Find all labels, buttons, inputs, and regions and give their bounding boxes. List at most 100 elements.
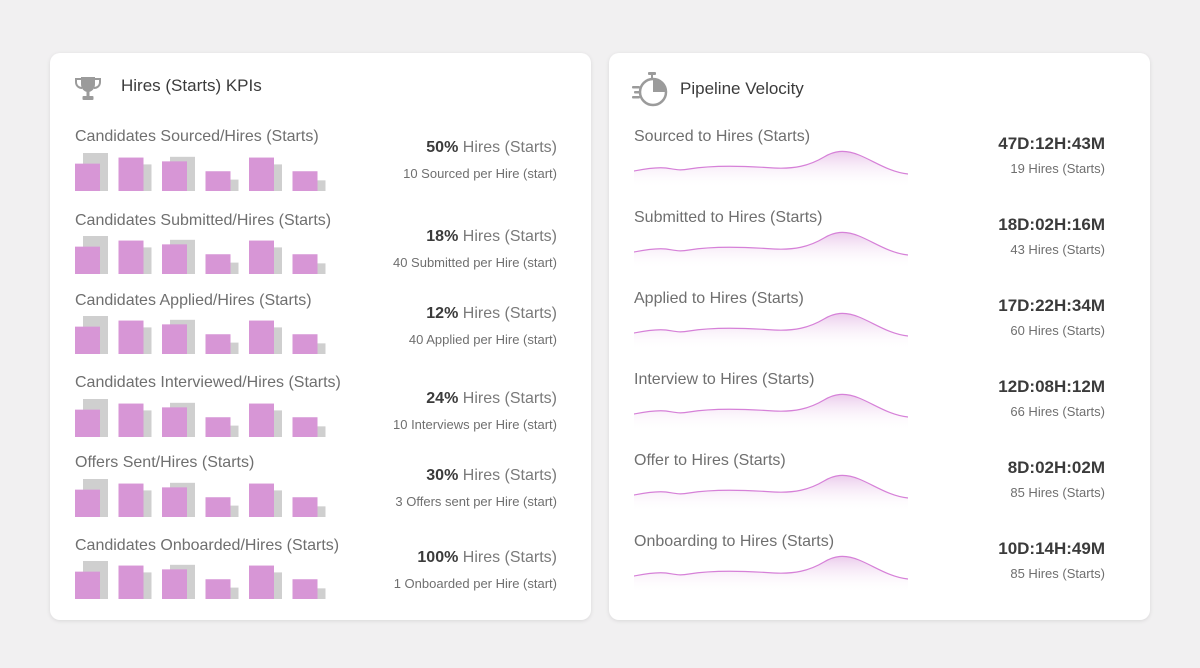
sparkline-area xyxy=(634,475,908,512)
kpi-row-sub: 10 Sourced per Hire (start) xyxy=(403,166,557,181)
kpi-bar xyxy=(205,497,231,517)
sparkline-area xyxy=(634,232,908,269)
kpi-bar-chart xyxy=(75,316,326,354)
kpi-bar xyxy=(292,497,318,517)
kpi-unit: Hires (Starts) xyxy=(462,228,557,245)
kpi-bar xyxy=(118,403,144,437)
kpi-bar xyxy=(292,334,318,354)
velocity-sparkline xyxy=(634,150,908,188)
sparkline-line xyxy=(634,231,908,256)
velocity-row-label: Submitted to Hires (Starts) xyxy=(634,209,823,226)
velocity-sparkline xyxy=(634,231,908,269)
kpi-bar xyxy=(292,171,318,191)
velocity-row-label: Onboarding to Hires (Starts) xyxy=(634,533,835,550)
kpi-row-label: Offers Sent/Hires (Starts) xyxy=(75,454,255,471)
sparkline-line xyxy=(634,555,908,580)
kpi-row-value: 100% Hires (Starts) xyxy=(417,549,557,567)
kpi-bar xyxy=(162,487,187,517)
kpi-bar xyxy=(162,569,187,599)
kpi-bar xyxy=(75,409,100,437)
kpi-row-sub: 40 Submitted per Hire (start) xyxy=(392,255,557,270)
kpi-bar xyxy=(249,157,274,191)
kpi-bar xyxy=(249,403,274,437)
kpi-bar xyxy=(292,417,318,437)
kpi-row-sub: 3 Offers sent per Hire (start) xyxy=(395,494,557,509)
sparkline-line xyxy=(634,150,908,175)
kpi-bar xyxy=(292,579,318,599)
kpi-row-sub: 1 Onboarded per Hire (start) xyxy=(393,576,557,591)
velocity-row-label: Sourced to Hires (Starts) xyxy=(634,128,811,145)
kpi-row-sub: 10 Interviews per Hire (start) xyxy=(393,417,557,432)
kpi-unit: Hires (Starts) xyxy=(462,467,557,484)
velocity-row-sub: 85 Hires (Starts) xyxy=(1010,485,1105,500)
kpi-row-label: Candidates Applied/Hires (Starts) xyxy=(75,292,312,309)
kpi-row-value: 18% Hires (Starts) xyxy=(426,228,557,246)
kpi-bar xyxy=(75,163,100,191)
kpi-bar-chart xyxy=(75,479,326,517)
velocity-row-value: 17D:22H:34M xyxy=(998,296,1105,315)
kpi-bar xyxy=(249,483,274,517)
kpi-bar xyxy=(205,171,231,191)
kpi-unit: Hires (Starts) xyxy=(462,305,557,322)
kpi-row-value: 50% Hires (Starts) xyxy=(426,139,557,157)
kpi-percent: 24% xyxy=(426,390,459,407)
velocity-row-sub: 66 Hires (Starts) xyxy=(1010,404,1105,419)
velocity-row-value: 10D:14H:49M xyxy=(998,539,1105,558)
velocity-row-sub: 43 Hires (Starts) xyxy=(1010,242,1105,257)
kpi-bar xyxy=(205,334,231,354)
kpi-percent: 30% xyxy=(426,467,459,484)
velocity-sparkline xyxy=(634,555,908,593)
velocity-row-label: Applied to Hires (Starts) xyxy=(634,290,804,307)
kpi-row-label: Candidates Sourced/Hires (Starts) xyxy=(75,128,319,145)
kpi-bar xyxy=(75,571,100,599)
sparkline-line xyxy=(634,474,908,499)
trophy-icon xyxy=(74,74,102,107)
sparkline-line xyxy=(634,312,908,337)
stopwatch-icon xyxy=(631,71,671,114)
kpi-row-label: Candidates Interviewed/Hires (Starts) xyxy=(75,374,341,391)
kpi-bar xyxy=(118,320,144,354)
kpi-bar xyxy=(249,565,274,599)
kpi-bar xyxy=(205,254,231,274)
kpi-row-value: 30% Hires (Starts) xyxy=(426,467,557,485)
kpi-bar xyxy=(162,324,187,354)
velocity-row-sub: 60 Hires (Starts) xyxy=(1010,323,1105,338)
kpi-bar-chart xyxy=(75,236,326,274)
velocity-row-sub: 85 Hires (Starts) xyxy=(1010,566,1105,581)
kpi-bar xyxy=(75,246,100,274)
kpi-bar xyxy=(162,161,187,191)
kpi-bar xyxy=(162,407,187,437)
kpi-bar xyxy=(205,417,231,437)
kpi-bar xyxy=(162,244,187,274)
kpi-card-title: Hires (Starts) KPIs xyxy=(121,76,262,95)
kpi-bar xyxy=(118,483,144,517)
kpi-bar xyxy=(249,320,274,354)
kpi-percent: 12% xyxy=(426,305,459,322)
kpi-bar xyxy=(118,157,144,191)
velocity-card-title: Pipeline Velocity xyxy=(680,79,804,98)
kpi-bar xyxy=(292,254,318,274)
velocity-sparkline xyxy=(634,474,908,512)
kpi-unit: Hires (Starts) xyxy=(462,139,557,156)
sparkline-line xyxy=(634,393,908,418)
velocity-row-label: Interview to Hires (Starts) xyxy=(634,371,815,388)
velocity-row-value: 8D:02H:02M xyxy=(1007,458,1105,477)
kpi-bar-chart xyxy=(75,561,326,599)
kpi-bar xyxy=(118,240,144,274)
velocity-row-value: 12D:08H:12M xyxy=(998,377,1105,396)
kpi-bar xyxy=(75,326,100,354)
kpi-bar xyxy=(118,565,144,599)
velocity-row-value: 18D:02H:16M xyxy=(998,215,1105,234)
sparkline-area xyxy=(634,394,908,431)
kpi-row-label: Candidates Onboarded/Hires (Starts) xyxy=(75,537,340,554)
kpi-bar xyxy=(75,489,100,517)
kpi-row-label: Candidates Submitted/Hires (Starts) xyxy=(75,212,332,229)
kpi-bar xyxy=(205,579,231,599)
hires-kpis-card: Hires (Starts) KPIs Candidates Sourced/H… xyxy=(50,53,591,620)
kpi-bar-chart xyxy=(75,153,326,191)
kpi-row-value: 12% Hires (Starts) xyxy=(426,305,557,323)
kpi-bar-chart xyxy=(75,399,326,437)
velocity-sparkline xyxy=(634,393,908,431)
sparkline-area xyxy=(634,556,908,593)
kpi-percent: 18% xyxy=(426,228,459,245)
